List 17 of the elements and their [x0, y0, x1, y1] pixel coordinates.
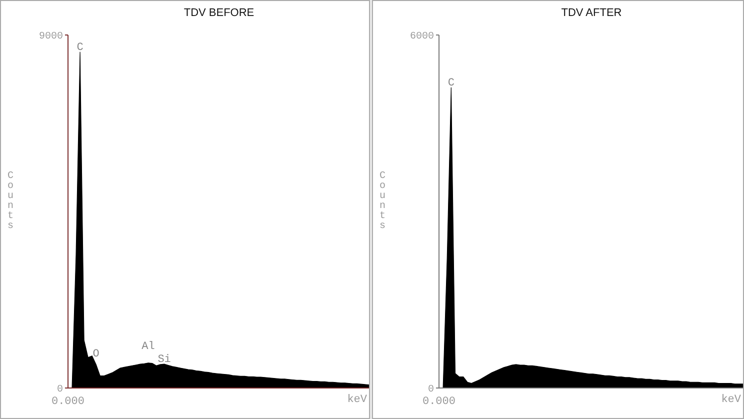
y-tick-label: 9000 — [38, 32, 63, 43]
x-axis-title: keV — [721, 394, 741, 406]
chart-title: TDV AFTER — [560, 7, 623, 19]
chart-title: TDV BEFORE — [182, 7, 256, 19]
x-axis-title: keV — [347, 394, 367, 406]
annotation: C — [76, 42, 84, 54]
x-tick-label: 0.000 — [51, 396, 85, 408]
y-axis-title: Counts — [377, 171, 388, 231]
y-tick-label: 0 — [428, 384, 434, 396]
y-tick-label: 6000 — [410, 32, 434, 43]
annotation: C — [448, 77, 455, 90]
annotation: O — [92, 348, 100, 360]
y-axis-title: Counts — [5, 171, 16, 231]
y-tick-label: 0 — [56, 384, 63, 396]
annotation: Si — [158, 354, 172, 366]
annotation: Al — [142, 340, 155, 353]
x-tick-label: 0.000 — [422, 396, 456, 408]
